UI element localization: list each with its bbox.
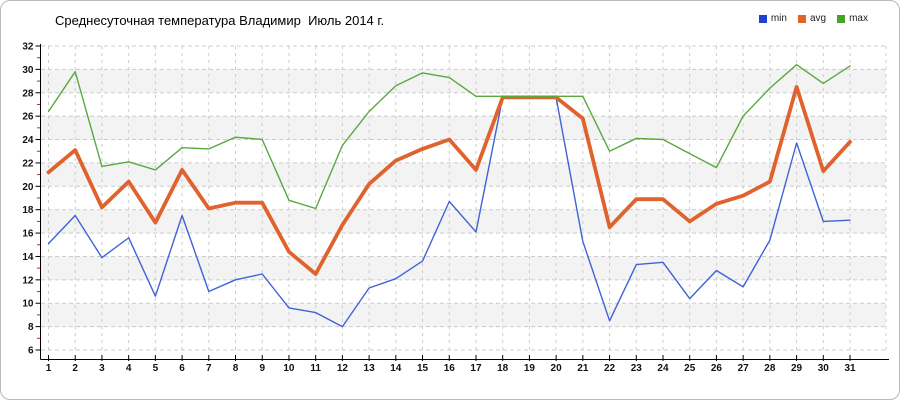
legend-swatch-max-icon (837, 14, 846, 23)
band-24-26 (41, 116, 886, 140)
y-tick-label: 12 (22, 275, 34, 286)
x-tick-label: 16 (444, 363, 456, 374)
band-8-10 (41, 303, 886, 327)
legend-label-min: min (770, 13, 787, 24)
legend-item-min[interactable]: min (758, 13, 787, 24)
x-tick-label: 17 (470, 363, 482, 374)
x-tick-label: 31 (844, 363, 856, 374)
chart-title: Среднесуточная температура Владимир Июль… (55, 13, 385, 28)
x-tick-label: 28 (764, 363, 776, 374)
x-tick-label: 30 (818, 363, 830, 374)
series-lines (46, 63, 852, 328)
y-tick-label: 6 (28, 346, 34, 357)
x-tick-label: 11 (310, 363, 321, 374)
y-tick-label: 18 (22, 205, 34, 216)
y-tick-label: 30 (22, 65, 34, 76)
x-axis: 1 2 3 4 5 6 7 8 9 10 11 12 13 14 15 16 17 18 19 20 21 22 23 24 2… (40, 355, 889, 374)
y-tick-label: 16 (22, 229, 34, 240)
y-tick-label: 10 (22, 299, 34, 310)
y-tick-label: 26 (22, 112, 34, 123)
legend-item-max[interactable]: max (837, 13, 868, 24)
y-tick-label: 28 (22, 88, 34, 99)
vertical-gridlines (48, 46, 887, 352)
x-tick-label: 21 (577, 363, 589, 374)
x-tick-label: 15 (417, 363, 429, 374)
x-tick-label: 10 (283, 363, 295, 374)
x-tick-label: 18 (497, 363, 509, 374)
x-tick-label: 4 (126, 363, 132, 374)
x-tick-label: 2 (72, 363, 78, 374)
y-tick-label: 32 (22, 42, 34, 53)
legend: min avg max (758, 13, 868, 24)
y-tick-label: 24 (22, 135, 34, 146)
series-line-max (47, 63, 851, 210)
band-28-30 (41, 69, 886, 93)
x-tick-label: 26 (711, 363, 723, 374)
x-tick-label: 6 (179, 363, 185, 374)
series-line-min (47, 96, 851, 328)
y-axis: 6 8 10 12 14 16 18 20 22 24 26 28 30 32 (22, 42, 41, 360)
x-tick-label: 9 (259, 363, 265, 374)
y-tick-label: 8 (28, 322, 34, 333)
legend-item-avg[interactable]: avg (797, 13, 827, 24)
x-tick-label: 8 (233, 363, 239, 374)
legend-label-max: max (849, 13, 868, 24)
x-tick-label: 19 (524, 363, 536, 374)
x-tick-label: 22 (604, 363, 616, 374)
legend-label-avg: avg (809, 13, 827, 24)
series-line-avg (46, 85, 852, 276)
band-20-22 (41, 162, 886, 187)
x-tick-label: 12 (337, 363, 349, 374)
x-tick-label: 5 (153, 363, 159, 374)
x-tick-label: 3 (99, 363, 105, 374)
band-12-14 (41, 256, 886, 280)
y-tick-label: 20 (22, 182, 34, 193)
plot-bands (41, 69, 886, 327)
x-tick-label: 23 (631, 363, 643, 374)
x-tick-label: 27 (738, 363, 750, 374)
y-tick-label: 14 (22, 252, 34, 263)
band-16-18 (41, 209, 886, 234)
x-tick-label: 1 (46, 363, 52, 374)
x-tick-label: 29 (791, 363, 803, 374)
x-tick-label: 20 (551, 363, 563, 374)
x-tick-label: 25 (684, 363, 696, 374)
x-tick-label: 7 (206, 363, 212, 374)
x-tick-label: 14 (390, 363, 402, 374)
legend-swatch-avg-icon (797, 14, 806, 23)
y-tick-label: 22 (22, 158, 34, 169)
legend-swatch-min-icon (758, 14, 767, 23)
x-tick-label: 13 (364, 363, 376, 374)
x-tick-label: 24 (657, 363, 669, 374)
